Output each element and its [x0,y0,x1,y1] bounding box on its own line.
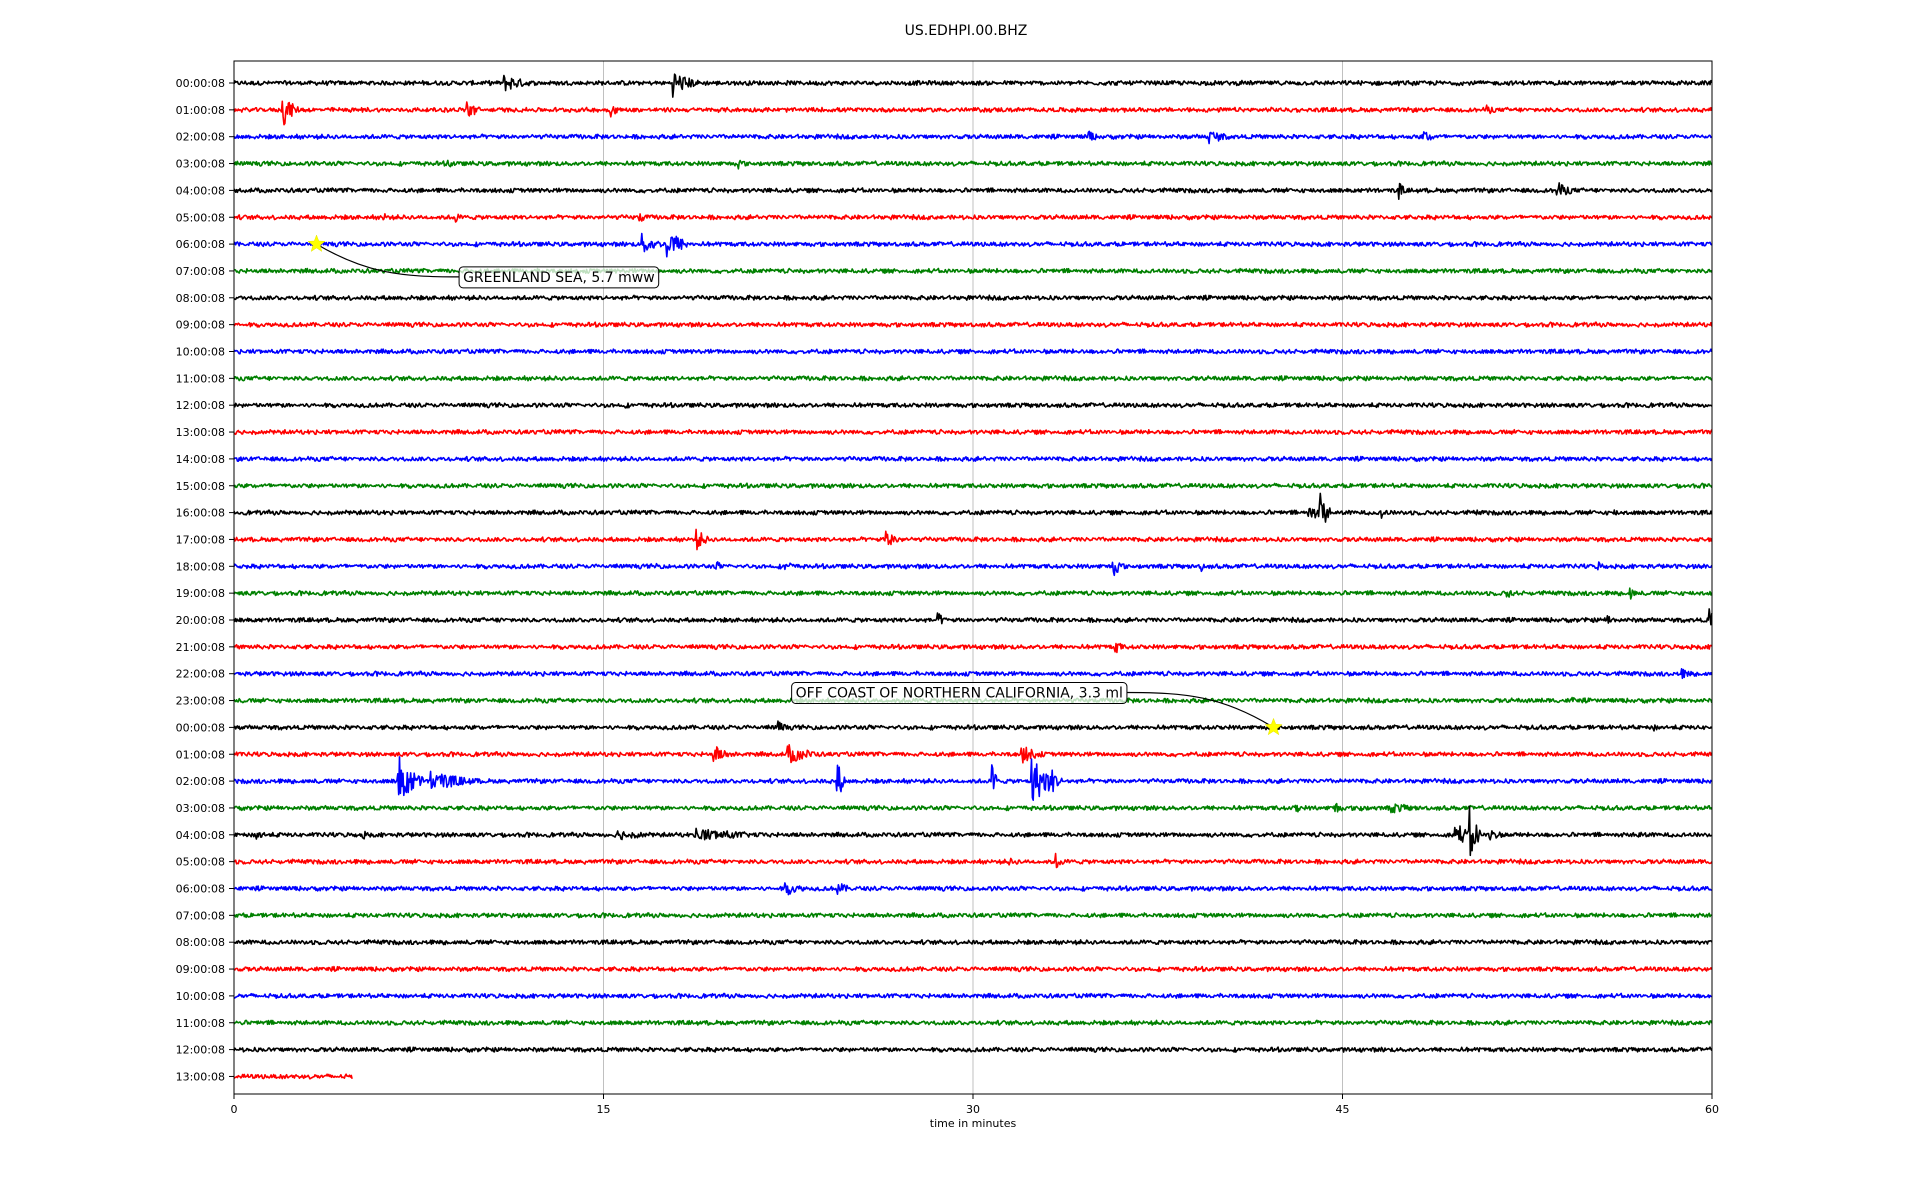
row-time-label: 15:00:08 [176,480,225,493]
plot-frame [233,60,1713,1095]
event-star-icon [307,234,326,252]
x-tick-label: 30 [966,1103,980,1116]
event-label: OFF COAST OF NORTHERN CALIFORNIA, 3.3 ml [796,685,1123,701]
event-annotations: GREENLAND SEA, 5.7 mww OFF COAST OF NORTH… [307,234,1283,736]
row-time-label: 08:00:08 [176,936,225,949]
trace-row [233,608,1713,626]
trace-row [233,348,1713,355]
trace-row [233,1046,1713,1053]
trace-row [233,528,1713,551]
x-axis-label: time in minutes [930,1117,1017,1130]
trace-row [233,992,1712,1000]
row-time-label: 12:00:08 [176,1044,225,1057]
trace-row [233,492,1713,523]
row-time-label: 02:00:08 [176,131,225,144]
row-time-label: 20:00:08 [176,614,225,627]
trace-row [233,1073,353,1080]
row-time-label: 10:00:08 [176,990,225,1003]
row-time-label: 02:00:08 [176,775,225,788]
trace-row [233,482,1713,490]
trace-row [233,73,1713,98]
trace-row [233,561,1713,577]
row-time-label: 07:00:08 [176,265,225,278]
row-time-label: 22:00:08 [176,668,225,681]
row-time-label: 09:00:08 [176,963,225,976]
trace-row [233,100,1713,126]
trace-row [233,182,1713,201]
event-label-box [791,681,1128,704]
row-time-label: 03:00:08 [176,802,225,815]
trace-row [233,965,1713,973]
trace-row [233,852,1713,869]
row-time-label: 17:00:08 [176,533,225,546]
row-time-label: 13:00:08 [176,426,225,439]
event-label: GREENLAND SEA, 5.7 mww [463,270,655,286]
chart-title: US.EDHPI.00.BHZ [905,23,1028,39]
trace-row [233,756,1713,801]
trace-row [234,882,1712,896]
row-time-label: 10:00:08 [176,346,225,359]
row-time-label: 00:00:08 [176,77,225,90]
row-time-label: 09:00:08 [176,319,225,332]
trace-row [233,720,1713,732]
trace-row [233,802,1713,814]
trace-row [233,912,1712,919]
row-time-label: 07:00:08 [176,909,225,922]
trace-row [233,587,1713,600]
row-time-label: 05:00:08 [176,211,225,224]
event-label-box [458,266,660,289]
trace-row [233,213,1713,223]
row-time-label: 16:00:08 [176,507,225,520]
x-tick-label: 45 [1336,1103,1350,1116]
trace-row [233,455,1713,463]
row-time-label: 12:00:08 [176,399,225,412]
trace-row [233,321,1713,328]
row-time-label: 21:00:08 [176,641,225,654]
event-leader-line [1126,691,1274,728]
trace-row [233,668,1713,680]
row-time-label: 11:00:08 [176,372,225,385]
trace-row [233,938,1713,946]
trace-row [233,159,1713,170]
row-time-label: 23:00:08 [176,695,225,708]
event-leader-line [316,243,460,278]
event-star-icon [1264,717,1283,736]
trace-row [233,130,1713,145]
x-tick-label: 15 [597,1103,611,1116]
row-time-label: 05:00:08 [176,856,225,869]
row-time-label: 04:00:08 [176,184,225,197]
row-time-label: 01:00:08 [176,748,225,761]
trace-row [233,232,1713,258]
trace-row [233,428,1713,436]
row-time-label: 13:00:08 [176,1070,225,1083]
vertical-gridlines [603,61,1343,1094]
trace-row [233,642,1713,654]
trace-row [233,1019,1713,1026]
row-time-labels: 00:00:08 01:00:08 02:00:08 03:00:08 04:00:08… [176,77,234,1083]
row-time-label: 19:00:08 [176,587,225,600]
trace-row [233,744,1713,764]
x-tick-label: 0 [231,1103,238,1116]
row-time-label: 01:00:08 [176,104,225,117]
row-time-label: 00:00:08 [176,721,225,734]
row-time-label: 11:00:08 [176,1017,225,1030]
x-axis-ticks: 0 15 30 45 60 [231,1094,1719,1116]
trace-row [233,294,1713,302]
row-time-label: 06:00:08 [176,238,225,251]
row-time-label: 08:00:08 [176,292,225,305]
traces [233,73,1713,1080]
x-tick-label: 60 [1705,1103,1719,1116]
trace-row [233,401,1713,409]
row-time-label: 04:00:08 [176,829,225,842]
row-time-label: 06:00:08 [176,883,225,896]
row-time-label: 14:00:08 [176,453,225,466]
row-time-label: 18:00:08 [176,560,225,573]
trace-row [233,805,1713,857]
row-time-label: 03:00:08 [176,158,225,171]
trace-row [233,375,1713,382]
